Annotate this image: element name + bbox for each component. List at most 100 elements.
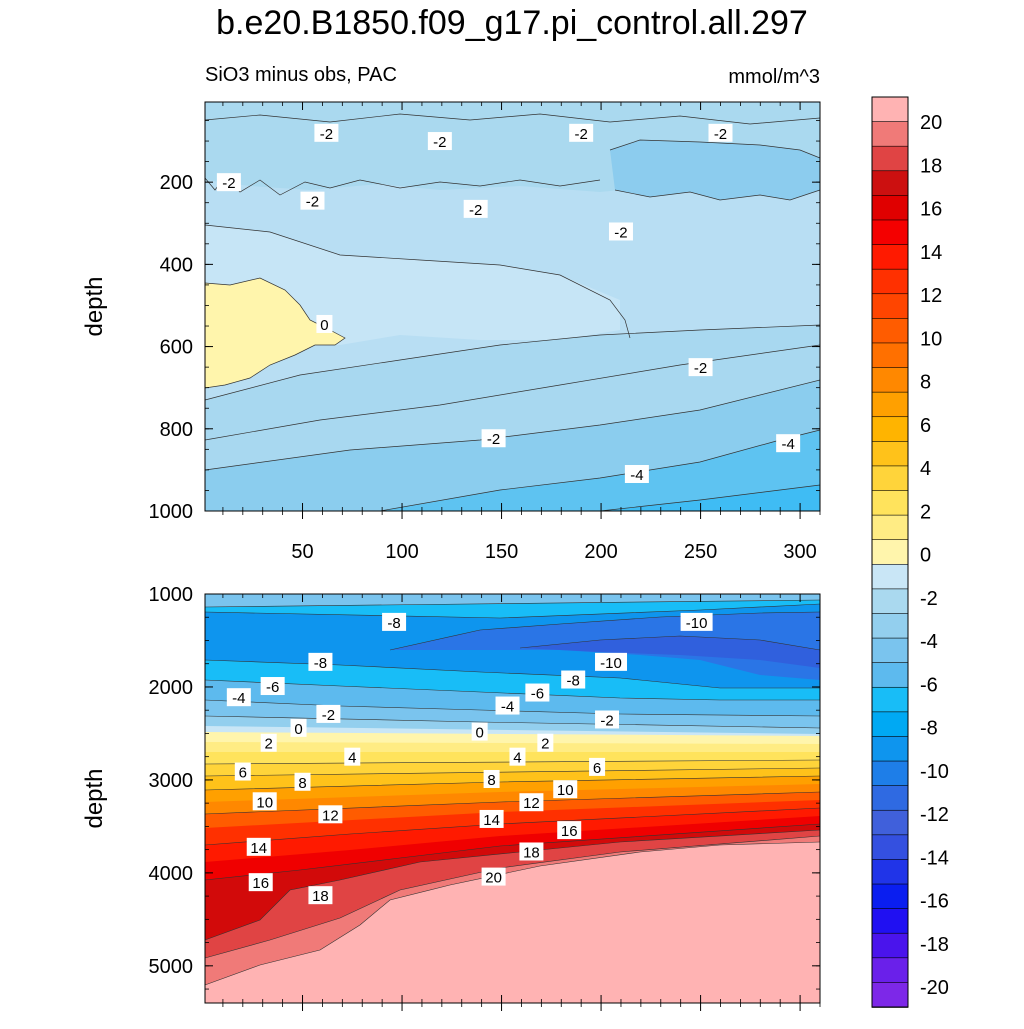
contour-label: 2 xyxy=(537,733,554,753)
colorbar-swatch xyxy=(871,982,909,1008)
contour-label-box xyxy=(316,314,333,333)
contour-label-text: 18 xyxy=(312,888,329,905)
contour-label: 2 xyxy=(260,733,277,753)
colorbar-swatch xyxy=(871,195,909,221)
colorbar-label: -20 xyxy=(920,977,949,999)
colorbar-label: 6 xyxy=(920,415,931,437)
contour-label: 20 xyxy=(481,867,506,887)
colorbar-swatch xyxy=(871,785,909,812)
contour-label-text: 12 xyxy=(523,795,540,812)
contour-label: -2 xyxy=(216,173,241,192)
colorbar-swatch xyxy=(871,441,909,467)
contour-label-text: -10 xyxy=(686,615,708,632)
upper-axes: 200 400 600 800 1000 50 100 150 200 250 300 depth xyxy=(81,102,821,563)
contour-label: 16 xyxy=(248,873,273,892)
contour-label-text: -8 xyxy=(387,615,400,632)
contour-label: -10 xyxy=(680,612,713,632)
colorbar-swatch xyxy=(871,416,909,443)
colorbar-swatch xyxy=(871,539,909,566)
lower-contour-line xyxy=(204,841,821,986)
colorbar-swatch xyxy=(871,367,909,393)
contour-label-box xyxy=(481,867,506,886)
contour-label-box xyxy=(382,612,407,631)
contour-label-text: -2 xyxy=(694,360,707,377)
colorbar-label: -6 xyxy=(920,674,938,696)
contour-label: 0 xyxy=(316,314,333,334)
contour-label-box xyxy=(481,429,506,448)
colorbar-label: -10 xyxy=(920,761,949,783)
colorbar-label: 14 xyxy=(920,242,942,264)
y-axis-label: depth xyxy=(81,768,108,828)
contour-label-text: -8 xyxy=(567,673,580,690)
y-tick-label: 5000 xyxy=(149,956,194,978)
contour-label: 12 xyxy=(519,793,544,812)
upper-contour-line xyxy=(204,324,821,401)
contour-label-box xyxy=(509,747,526,766)
contour-label-text: 20 xyxy=(485,870,502,887)
contour-label: -2 xyxy=(314,123,339,143)
contour-label: -2 xyxy=(688,358,713,377)
contour-label-box xyxy=(463,199,488,218)
colorbar-label: -16 xyxy=(920,891,949,913)
contour-label-text: 0 xyxy=(320,317,328,334)
contour-label-box xyxy=(316,704,341,723)
y-tick-label: 800 xyxy=(160,419,193,441)
lower-contour-line xyxy=(204,679,820,701)
contour-label: 6 xyxy=(589,757,606,777)
upper-contour-labels: -2 -2 -2 -2 -2 -2 -2 -2 0 -2 -2 -4 -4 xyxy=(216,123,801,484)
colorbar-swatch xyxy=(871,834,909,861)
contour-label-box xyxy=(260,677,285,696)
colorbar-swatch xyxy=(871,121,909,147)
lower-contour-line xyxy=(519,635,821,651)
contour-label: 10 xyxy=(252,792,277,811)
contour-label-box xyxy=(300,191,325,210)
colorbar-swatch xyxy=(871,957,909,984)
contour-label: 16 xyxy=(557,821,582,840)
upper-contour-line xyxy=(204,113,821,125)
contour-label: 8 xyxy=(294,772,311,792)
contour-label-box xyxy=(216,173,241,192)
upper-contour-line xyxy=(204,379,821,471)
contour-label: -4 xyxy=(776,434,801,453)
contour-label-box xyxy=(557,821,582,840)
contour-label: -2 xyxy=(427,132,452,151)
y-tick-label: 1000 xyxy=(149,584,194,606)
y-tick-label: 400 xyxy=(160,254,193,276)
lower-band xyxy=(520,636,820,668)
contour-label-box xyxy=(776,434,801,453)
lower-contour-line xyxy=(204,829,821,941)
lower-contour-line xyxy=(204,699,821,717)
y-tick-label: 600 xyxy=(160,337,193,359)
units-label: mmol/m^3 xyxy=(728,66,820,88)
colorbar-label: -14 xyxy=(920,847,949,869)
colorbar-swatch xyxy=(871,613,909,639)
contour-label-box xyxy=(314,123,339,142)
colorbar-label: 2 xyxy=(920,501,931,523)
contour-label-text: 10 xyxy=(256,794,273,811)
contour-label-box xyxy=(308,652,333,671)
contour-label-box xyxy=(553,780,578,799)
colorbar-swatch xyxy=(871,219,909,246)
contour-label-text: -4 xyxy=(232,690,245,707)
contour-label-text: 4 xyxy=(348,750,356,767)
contour-label-text: 2 xyxy=(541,736,549,753)
colorbar-swatch xyxy=(871,662,909,689)
upper-contour-line xyxy=(609,139,821,201)
contour-label-text: 14 xyxy=(483,812,500,829)
contour-label: -8 xyxy=(382,612,407,632)
contour-label-box xyxy=(226,688,251,707)
y-tick-label: 3000 xyxy=(149,770,194,792)
colorbar-swatch xyxy=(871,736,909,762)
contour-label-text: -2 xyxy=(469,202,482,219)
contour-label: -8 xyxy=(308,652,333,672)
contour-label-box xyxy=(344,747,361,766)
contour-label: -2 xyxy=(463,199,488,219)
colorbar-label: -2 xyxy=(920,588,938,610)
contour-label-box xyxy=(427,132,452,151)
colorbar-swatch xyxy=(871,932,909,959)
colorbar: 20181614121086420-2-4-6-8-10-12-14-16-18… xyxy=(871,96,949,1008)
colorbar-swatch xyxy=(871,244,909,270)
colorbar-swatch xyxy=(871,96,909,123)
colorbar-label: -8 xyxy=(920,718,938,740)
